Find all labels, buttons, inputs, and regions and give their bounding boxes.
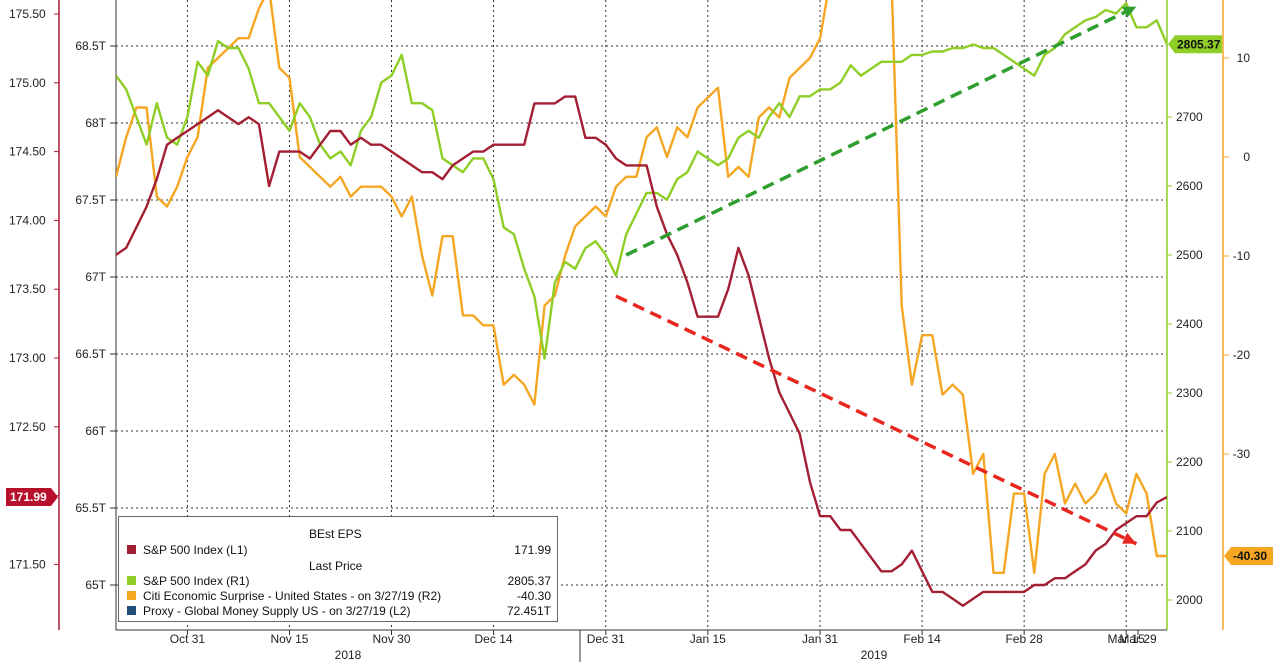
spx-tick-label: 2200 <box>1176 455 1203 469</box>
legend-entry-cesi: Citi Economic Surprise - United States -… <box>127 589 551 603</box>
series-line <box>116 0 1167 574</box>
eps-last-tag-label: 171.99 <box>10 490 47 504</box>
x-tick-label: Oct 31 <box>170 632 206 646</box>
money-tick-label: 66T <box>85 424 106 438</box>
x-tick-label: Feb 14 <box>903 632 941 646</box>
series-line <box>116 2 1167 360</box>
cesi-last-tag-label: -40.30 <box>1233 549 1267 563</box>
legend-swatch <box>127 591 136 600</box>
year-label: 2019 <box>861 648 888 662</box>
money-tick-label: 65T <box>85 578 106 592</box>
legend-value: 72.451T <box>506 604 551 618</box>
money-tick-label: 66.5T <box>75 347 106 361</box>
legend-entry-spx: S&P 500 Index (R1) 2805.37 <box>127 574 551 588</box>
x-tick-label: Mar 15 <box>1108 632 1146 646</box>
legend-value: -40.30 <box>516 589 551 603</box>
legend-entry-eps: S&P 500 Index (L1) 171.99 <box>127 543 551 557</box>
x-tick-label: Jan 31 <box>802 632 838 646</box>
legend-label: S&P 500 Index (L1) <box>143 543 248 557</box>
legend-value: 171.99 <box>514 543 551 557</box>
x-tick-label: Nov 15 <box>270 632 308 646</box>
legend-swatch <box>127 545 136 554</box>
eps-tick-label: 174.50 <box>9 145 46 159</box>
spx-tick-label: 2400 <box>1176 317 1203 331</box>
legend-header-last-price: Last Price <box>309 559 363 573</box>
x-tick-label: Feb 28 <box>1005 632 1043 646</box>
money-tick-label: 67.5T <box>75 193 106 207</box>
cesi-tick-label: 10 <box>1237 51 1251 65</box>
x-tick-label: Dec 14 <box>475 632 513 646</box>
x-tick-label: Mar 29 <box>1119 632 1157 646</box>
legend-label: Proxy - Global Money Supply US - on 3/27… <box>143 604 411 618</box>
legend-label: S&P 500 Index (R1) <box>143 574 250 588</box>
legend-entry-money: Proxy - Global Money Supply US - on 3/27… <box>127 604 551 618</box>
x-tick-label: Jan 15 <box>690 632 726 646</box>
x-tick-label: Nov 30 <box>372 632 410 646</box>
legend-swatch <box>127 606 136 615</box>
money-tick-label: 68T <box>85 116 106 130</box>
legend-swatch <box>127 576 136 585</box>
cesi-tick-label: -30 <box>1233 447 1251 461</box>
money-tick-label: 67T <box>85 270 106 284</box>
eps-tick-label: 174.00 <box>9 213 46 227</box>
spx-last-tag-bg <box>1168 35 1222 54</box>
spx-last-tag-label: 2805.37 <box>1177 37 1221 51</box>
legend: BEst EPS Last Price S&P 500 Index (L1) 1… <box>118 516 558 622</box>
eps-tick-label: 175.50 <box>9 7 46 21</box>
eps-tick-label: 171.50 <box>9 557 46 571</box>
eps-tick-label: 175.00 <box>9 76 46 90</box>
legend-label: Citi Economic Surprise - United States -… <box>143 589 442 603</box>
spx-tick-label: 2300 <box>1176 386 1203 400</box>
series-line <box>116 95 1167 607</box>
spx-tick-label: 2500 <box>1176 248 1203 262</box>
eps-tick-label: 173.50 <box>9 282 46 296</box>
cesi-tick-label: -20 <box>1233 348 1251 362</box>
money-tick-label: 65.5T <box>75 501 106 515</box>
trend-arrow-head <box>1122 6 1137 18</box>
eps-tick-label: 173.00 <box>9 351 46 365</box>
money-tick-label: 68.5T <box>75 39 106 53</box>
x-tick-label: Dec 31 <box>587 632 625 646</box>
legend-header-eps: BEst EPS <box>309 527 362 541</box>
trend-arrow-head <box>1122 532 1137 544</box>
cesi-last-tag-bg <box>1224 546 1273 565</box>
spx-tick-label: 2100 <box>1176 524 1203 538</box>
spx-tick-label: 2600 <box>1176 179 1203 193</box>
cesi-tick-label: -10 <box>1233 249 1251 263</box>
cesi-tick-label: 0 <box>1243 150 1250 164</box>
spx-tick-label: 2000 <box>1176 593 1203 607</box>
eps-last-tag-bg <box>6 487 58 506</box>
legend-value: 2805.37 <box>507 574 551 588</box>
trend-arrow-line <box>615 294 1138 546</box>
year-label: 2018 <box>335 648 362 662</box>
spx-tick-label: 2700 <box>1176 110 1203 124</box>
trend-arrow-line <box>625 5 1138 257</box>
eps-tick-label: 172.50 <box>9 420 46 434</box>
